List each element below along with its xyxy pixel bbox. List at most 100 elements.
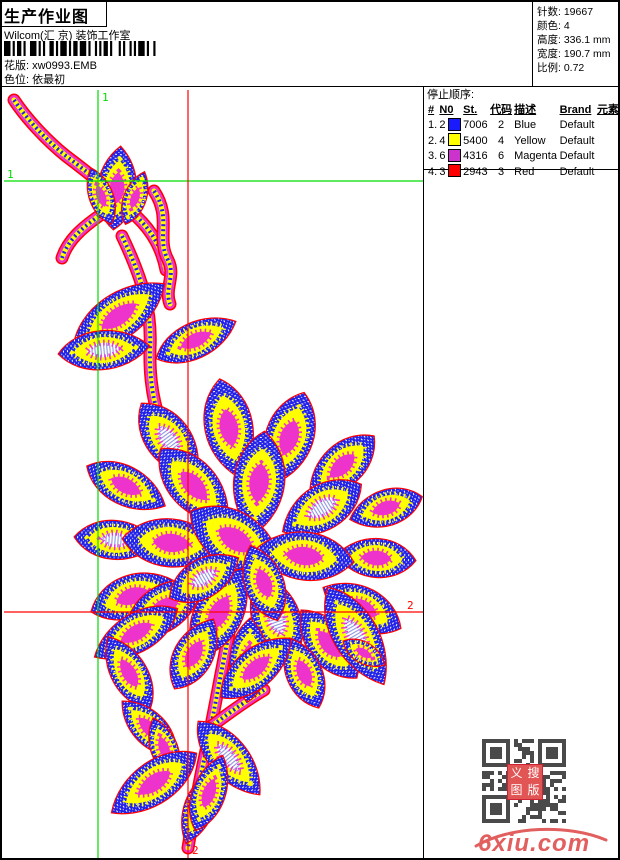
petal-layer (281, 543, 327, 569)
design-stats: 针数: 19667 颜色: 4 高度: 336.1 mm 宽度: 190.7 mm 比例… (532, 2, 618, 86)
petal (121, 170, 149, 226)
cell-swatch (447, 164, 462, 180)
petal (232, 430, 286, 536)
petal (309, 434, 376, 497)
petal (348, 487, 423, 528)
colorway-label: 色位: 依最初 (4, 74, 66, 86)
cell: 2 (439, 119, 446, 131)
petal (203, 378, 254, 478)
petal (86, 460, 166, 511)
stop-sequence-title: 停止顺序: (427, 89, 475, 101)
petal-layer (293, 656, 315, 690)
petal-layer (352, 644, 376, 662)
petal (105, 635, 154, 711)
petal (196, 720, 261, 796)
petal (158, 448, 229, 524)
petal-layer (368, 497, 404, 519)
guide-label-1-left: 1 (7, 168, 14, 181)
table-row: 4. 3 2943 3 Red Default (427, 164, 618, 180)
cell: 5400 (463, 134, 488, 147)
petal-layer (198, 774, 220, 811)
logo-text: 6xiu.com (478, 830, 591, 857)
cell: Yellow (514, 134, 546, 147)
cell: 2 (498, 119, 505, 131)
page-title: 生产作业图 (2, 2, 107, 27)
cell: 2943 (463, 165, 488, 178)
cell: Default (559, 150, 595, 162)
stat-row: 颜色: 4 (537, 20, 570, 32)
petal (242, 544, 287, 622)
seal-char: 图 (510, 783, 523, 797)
cell: 4. (428, 165, 438, 178)
petal-layer (154, 423, 184, 458)
pattern-file-label: 花版: xw0993.EMB (4, 60, 97, 72)
cell: 7006 (463, 119, 488, 131)
petal-layer (187, 566, 221, 591)
color-swatch (448, 117, 462, 131)
cell-swatch (447, 148, 462, 165)
petal-layer (149, 530, 195, 556)
petal (168, 554, 240, 603)
barcode (4, 41, 156, 56)
petal-layer (253, 565, 276, 601)
cell: 4 (439, 134, 446, 147)
petal (86, 166, 116, 225)
column-header-0: # (428, 104, 435, 116)
cell: Default (559, 165, 595, 178)
cell: Default (559, 134, 595, 147)
color-swatch (448, 148, 462, 162)
stitch-shape (134, 214, 168, 271)
cell (596, 133, 618, 149)
red-seal-stamp: 义搜图版 (507, 764, 543, 800)
cell-swatch (447, 133, 462, 149)
thread-color-table: # N0 St. 代码 描述 Brand 元素 1. 2 7006 2 Blue Default 2. 4… (427, 103, 619, 180)
petal-layer (117, 655, 142, 691)
cell (596, 118, 618, 134)
petal (342, 638, 386, 667)
cell (596, 149, 618, 165)
cell: 3 (498, 165, 505, 178)
petal (281, 479, 363, 536)
stitch-shape (60, 214, 101, 259)
petal-layer (181, 637, 206, 671)
guide-label-1-top: 1 (102, 91, 109, 104)
column-header-6: 元素 (596, 104, 619, 116)
petal-layer (214, 741, 244, 776)
column-header-3: 代码 (490, 104, 513, 116)
petal-layer (126, 183, 143, 212)
color-swatch (448, 133, 462, 146)
cell: Red (514, 165, 535, 178)
petal-layer (177, 468, 210, 504)
seal-char: 义 (510, 766, 523, 780)
column-header-1: N0 (439, 104, 454, 116)
guide-label-2-right: 2 (407, 599, 414, 612)
petal-layer (246, 459, 272, 507)
qr-block: 义搜图版 (482, 738, 566, 824)
site-logo: 6xiu.com (472, 822, 612, 858)
petal (220, 637, 292, 700)
petal-layer (82, 339, 126, 361)
company-name: Wilcom(汇 京) 装饰工作室 (4, 30, 131, 42)
table-row: 1. 2 7006 2 Blue Default (427, 117, 618, 134)
column-header-2: St. (463, 104, 478, 116)
petal-layer (216, 405, 242, 451)
cell-swatch (447, 117, 462, 134)
table-row: 3. 6 4316 6 Magenta Default (427, 148, 618, 165)
seal-char: 搜 (527, 766, 540, 780)
petal-layer (239, 653, 273, 683)
petal-layer (276, 417, 302, 460)
cell: Default (559, 119, 595, 131)
cell: 1. (428, 119, 438, 131)
header: 生产作业图 Wilcom(汇 京) 装饰工作室 花版: xw0993.EMB 色… (2, 2, 618, 87)
cell (596, 164, 618, 180)
logo-swoosh (474, 827, 608, 848)
petal-layer (356, 547, 395, 569)
stat-row: 宽度: 190.7 mm (537, 48, 611, 60)
design-canvas: 1 1 2 2 (4, 88, 423, 858)
petal-layer (98, 300, 140, 332)
petal (299, 609, 360, 679)
petal (253, 531, 355, 582)
cell: 3. (428, 150, 438, 162)
stat-row: 比例: 0.72 (537, 62, 585, 74)
